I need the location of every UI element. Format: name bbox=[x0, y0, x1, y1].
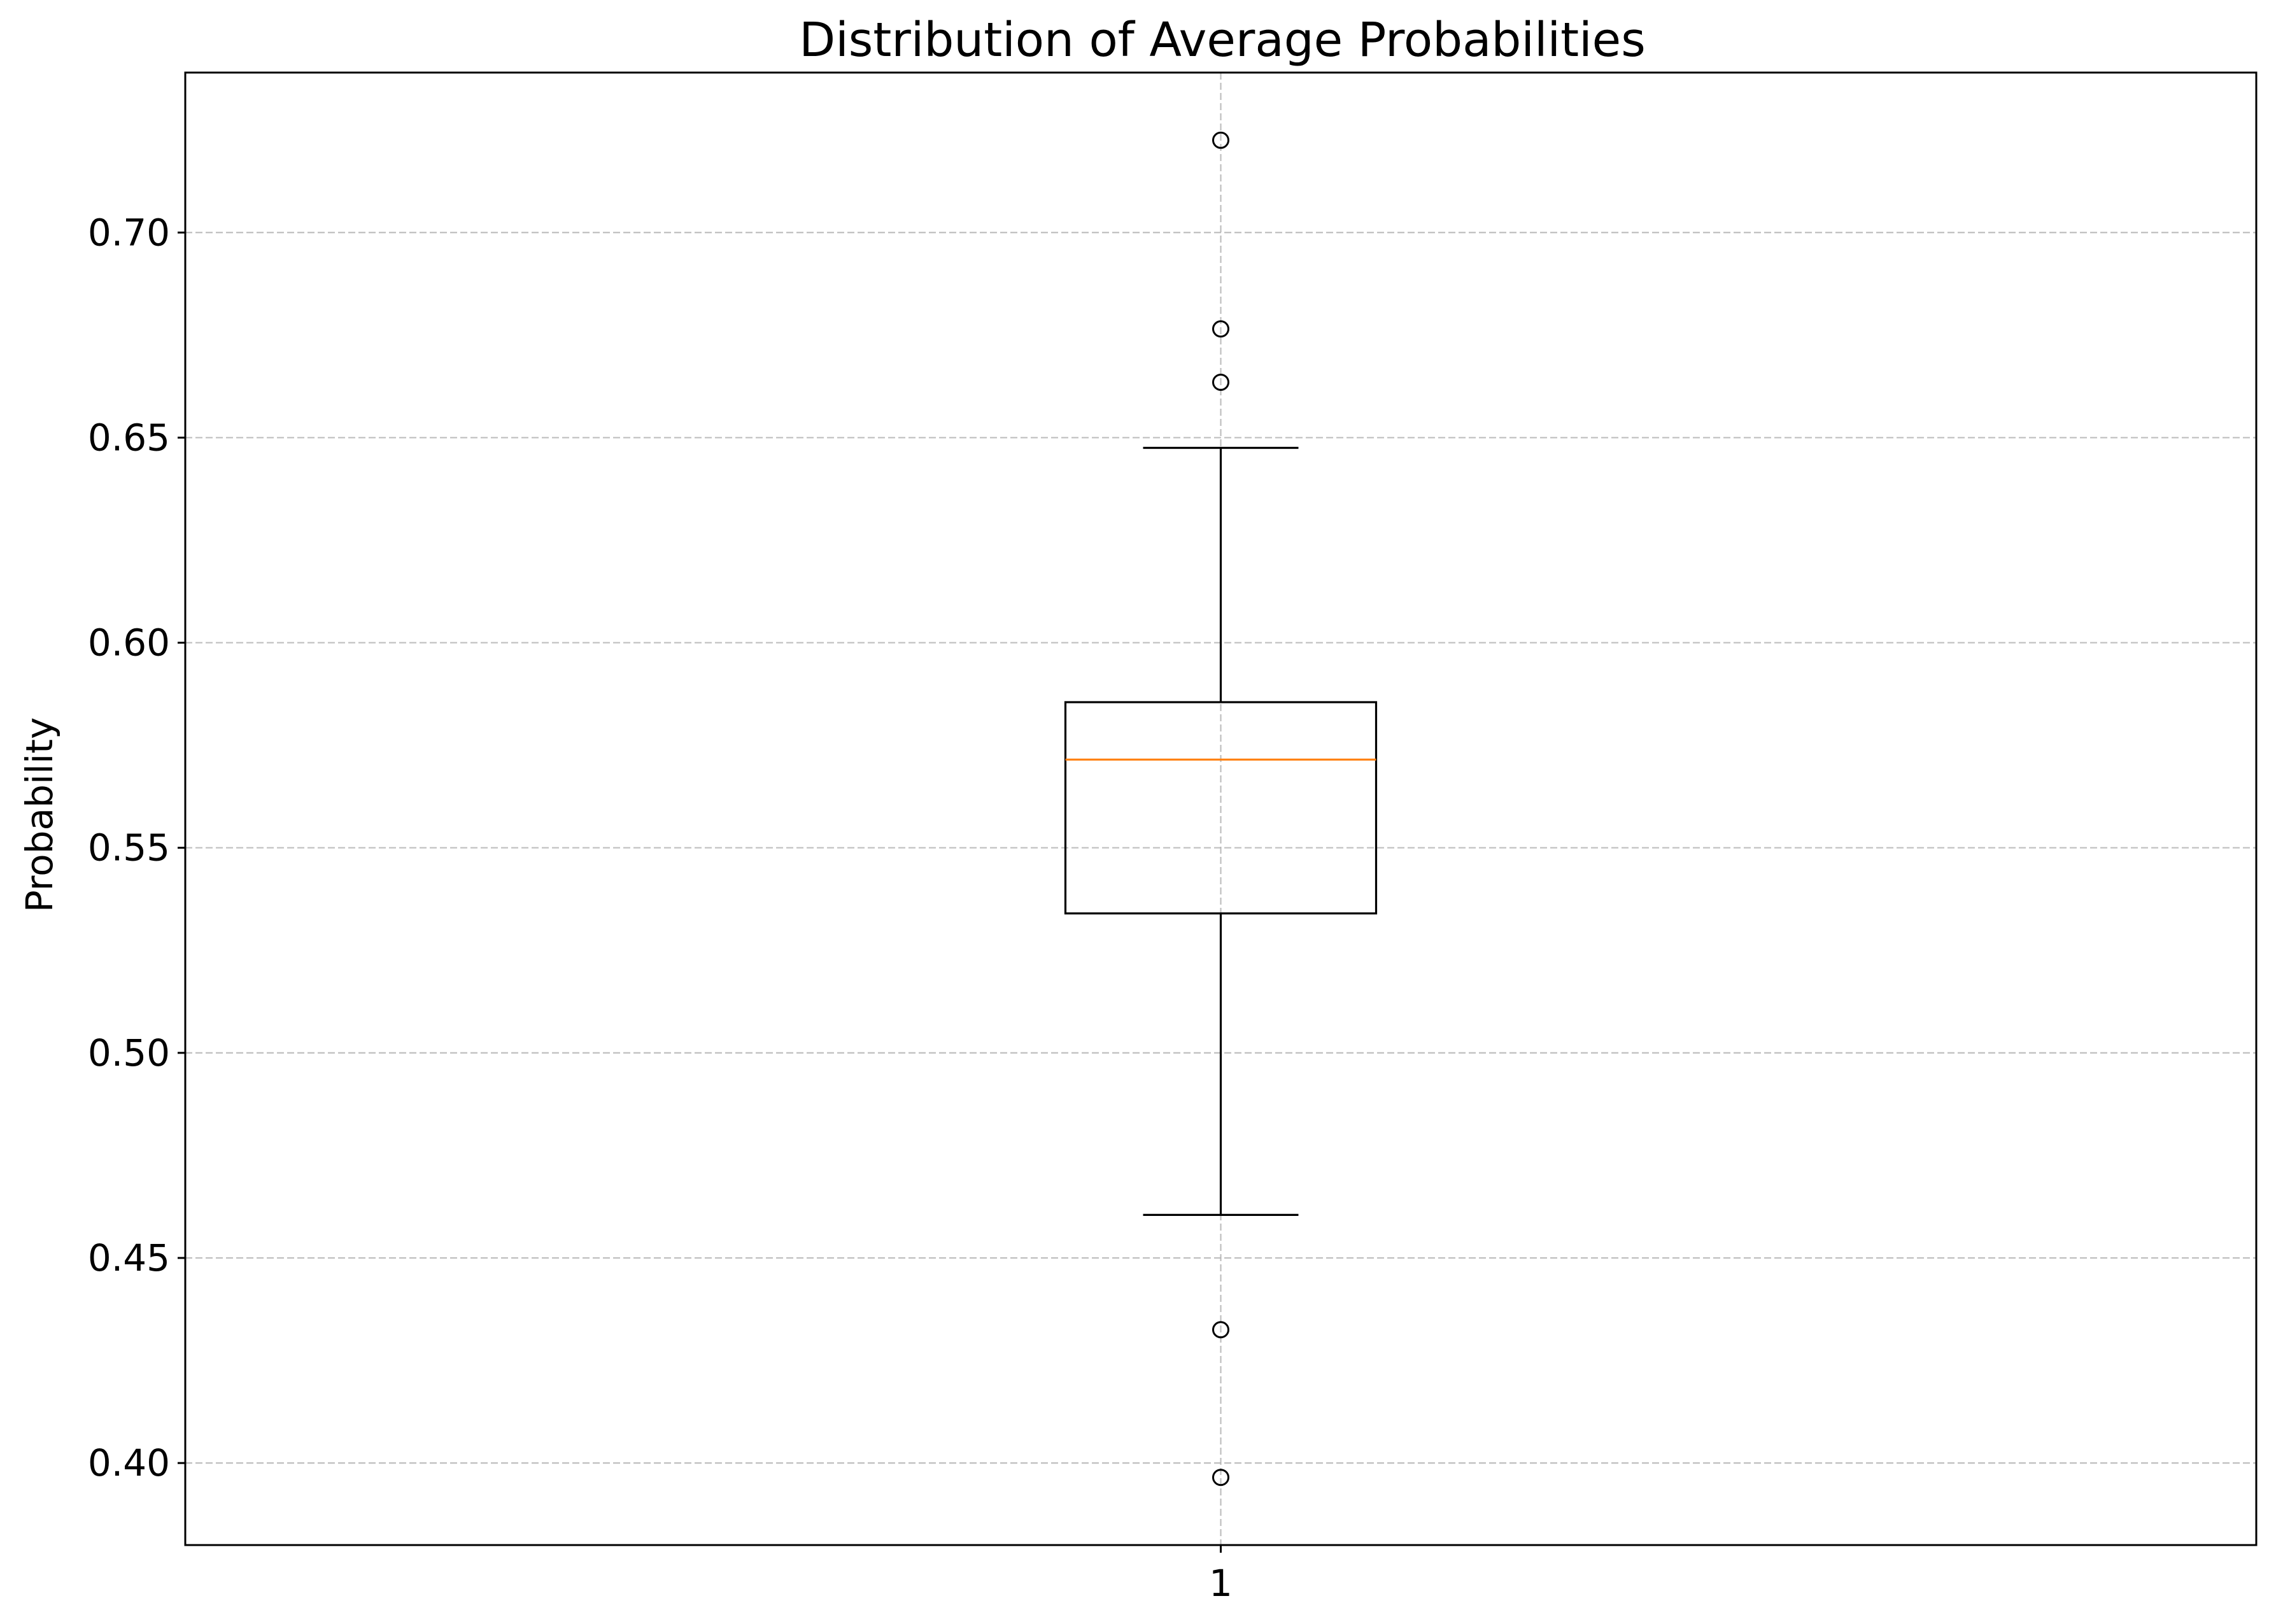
box-layer bbox=[1064, 131, 1378, 1486]
y-axis-ticks: 0.40 0.45 0.50 0.55 0.60 0.65 0.70 bbox=[88, 211, 185, 1485]
x-tick-label: 1 bbox=[1209, 1562, 1233, 1605]
y-tick-label: 0.55 bbox=[88, 826, 170, 870]
y-axis-label: Probability bbox=[18, 717, 61, 913]
y-tick-label: 0.60 bbox=[88, 621, 170, 665]
y-tick-label: 0.70 bbox=[88, 211, 170, 254]
y-tick-label: 0.50 bbox=[88, 1031, 170, 1075]
outlier-point bbox=[1212, 1321, 1229, 1339]
y-tick-label: 0.45 bbox=[88, 1236, 170, 1280]
outlier-point bbox=[1212, 131, 1229, 149]
chart-title: Distribution of Average Probabilities bbox=[799, 13, 1646, 67]
y-tick-label: 0.40 bbox=[88, 1441, 170, 1485]
grid-layer bbox=[185, 73, 2256, 1545]
outlier-point bbox=[1212, 320, 1229, 338]
outlier-point bbox=[1212, 373, 1229, 391]
plot-frame bbox=[184, 71, 2258, 1546]
y-tick-label: 0.65 bbox=[88, 416, 170, 459]
outlier-point bbox=[1212, 1469, 1229, 1486]
x-axis-ticks: 1 bbox=[1209, 1545, 1233, 1605]
iqr-box bbox=[1064, 701, 1378, 915]
